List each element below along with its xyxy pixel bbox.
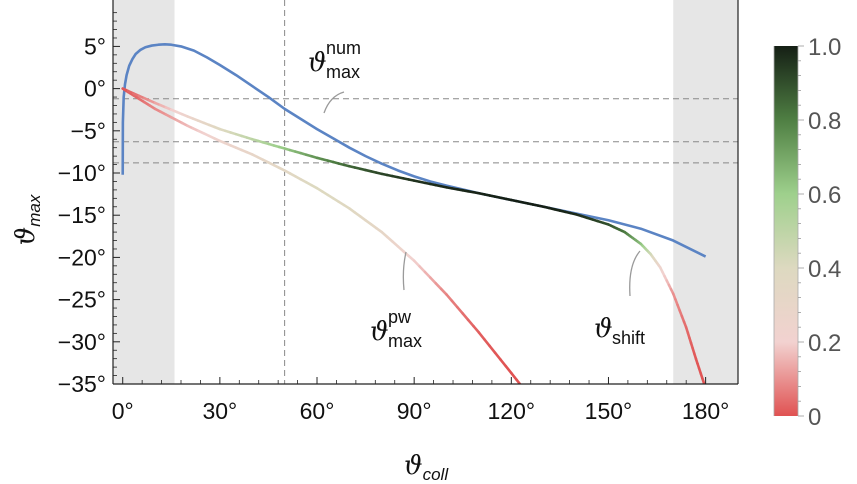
axis-ticks: 0° 30° 60° 90° 120° 150° 180° 5° 0° −5° −10° −15° −2…	[58, 12, 730, 424]
x-tick-label: 90°	[397, 398, 432, 424]
curve-label-symbol: ϑ	[370, 317, 389, 347]
annotation-leader-line	[402, 251, 407, 291]
plot-frame	[112, 0, 739, 385]
curve-label-sup: pw	[388, 307, 412, 327]
curve-label-sub: max	[388, 331, 422, 351]
colorbar-tick-label: 0.2	[808, 330, 841, 357]
shaded-regions	[113, 0, 738, 384]
x-tick-label: 30°	[202, 398, 237, 424]
series-segment	[466, 318, 475, 328]
y-tick-label: −5°	[71, 118, 106, 144]
curve-label-sup: num	[326, 38, 361, 58]
reference-lines	[113, 0, 738, 384]
curve-label-sub: shift	[612, 328, 645, 348]
series-layer	[121, 43, 707, 414]
y-axis-title-sub: max	[25, 194, 44, 227]
y-tick-label: −15°	[58, 202, 106, 228]
series-segment	[456, 305, 465, 315]
curve-label-symbol: ϑ	[308, 48, 327, 78]
y-tick-label: 0°	[84, 76, 106, 102]
series-segment	[515, 378, 522, 384]
series-shift	[121, 87, 706, 384]
series-segment	[510, 371, 519, 382]
y-axis-title-text: ϑmax	[11, 194, 44, 245]
series-segment	[488, 344, 497, 355]
x-tick-label: 180°	[682, 398, 730, 424]
colorbar: 0 0.2 0.4 0.6 0.8 1.0	[773, 34, 841, 431]
x-axis-title: ϑcoll	[404, 451, 449, 484]
shaded-region-0	[113, 0, 175, 384]
series-segment	[472, 324, 481, 334]
y-tick-label: −25°	[58, 287, 106, 313]
colorbar-tick-label: 0.8	[808, 108, 841, 135]
y-tick-label: −30°	[58, 329, 106, 355]
colorbar-gradient	[774, 46, 798, 416]
series-line	[121, 43, 707, 258]
series-segment	[450, 299, 459, 309]
y-tick-label: 5°	[84, 33, 106, 59]
x-tick-label: 60°	[300, 398, 335, 424]
curve-label-sub: max	[326, 62, 360, 82]
curve-label-max-num: ϑ num max	[308, 38, 361, 82]
series-segment	[445, 293, 454, 303]
shaded-region-1	[673, 0, 738, 384]
series-segment	[522, 387, 527, 394]
series-segment	[504, 364, 513, 375]
curve-label-symbol: ϑ	[594, 314, 613, 344]
curve-label-shift: ϑ shift	[594, 314, 645, 348]
colorbar-tick-label: 0	[808, 404, 821, 431]
annotation-leader-line	[629, 250, 641, 297]
series-segment	[499, 358, 508, 368]
x-axis-title-sub: coll	[423, 465, 450, 484]
y-axis-title: ϑmax	[11, 194, 44, 245]
series-segment	[538, 407, 543, 414]
x-tick-label: 120°	[488, 398, 536, 424]
curve-label-max-pw: ϑ pw max	[370, 307, 422, 351]
y-tick-label: −35°	[58, 371, 106, 397]
series-segment	[483, 337, 492, 348]
series-segment	[461, 312, 470, 322]
y-tick-label: −10°	[58, 160, 106, 186]
series-segment	[477, 331, 486, 341]
annotation-leader-line	[323, 91, 345, 114]
series-max-num	[121, 43, 707, 258]
x-tick-label: 150°	[585, 398, 633, 424]
y-tick-label: −20°	[58, 244, 106, 270]
x-tick-label: 0°	[112, 398, 134, 424]
series-segment	[493, 351, 502, 361]
colorbar-tick-label: 0.4	[808, 256, 841, 283]
colorbar-tick-label: 1.0	[808, 34, 841, 61]
colorbar-tick-label: 0.6	[808, 182, 841, 209]
